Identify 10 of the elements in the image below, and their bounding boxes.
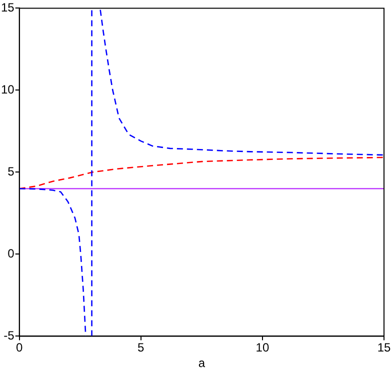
y-tick-label: 5 — [8, 164, 15, 179]
y-tick-label: 0 — [8, 246, 15, 261]
y-tick-label: -5 — [4, 328, 15, 343]
x-tick-label: 15 — [377, 340, 391, 355]
line-series — [19, 156, 384, 190]
x-tick-label: 10 — [256, 340, 270, 355]
x-axis-title: a — [198, 356, 206, 370]
y-tick-label: 10 — [0, 82, 15, 97]
x-tick-label: 5 — [138, 340, 145, 355]
y-tick-label: 15 — [0, 0, 15, 15]
